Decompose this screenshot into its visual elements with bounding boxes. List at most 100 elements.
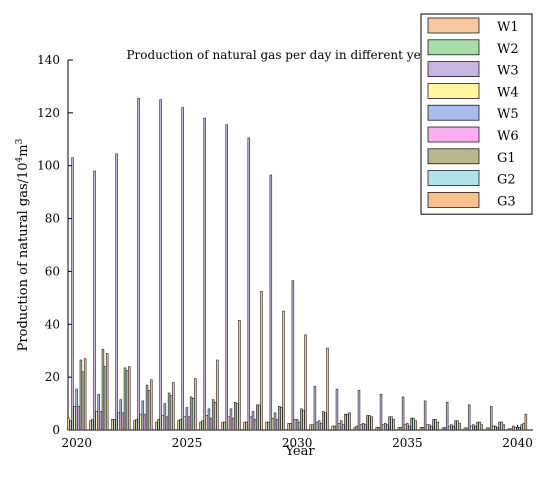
bar-w5 (339, 420, 343, 431)
bar-w4 (337, 423, 341, 431)
bar-g2 (81, 371, 85, 431)
bar-w1 (133, 420, 136, 431)
bar-w3 (490, 405, 493, 431)
bar-g3 (458, 423, 461, 431)
bar-w4 (95, 411, 98, 431)
bar-w2 (69, 420, 72, 431)
bar-w1 (265, 421, 268, 431)
bar-w2 (157, 419, 160, 431)
bar-w1 (221, 421, 224, 431)
bar-w5 (516, 427, 519, 431)
bar-g3 (348, 412, 351, 431)
bar-g2 (169, 395, 173, 431)
bar-g3 (105, 353, 109, 431)
bar-w6 (342, 424, 345, 431)
bar-g1 (233, 402, 237, 431)
bar-w3 (159, 99, 162, 431)
bar-g3 (260, 291, 263, 431)
bar-w5 (185, 407, 189, 431)
bar-w2 (509, 428, 513, 431)
bar-w3 (137, 98, 140, 431)
bar-g1 (410, 417, 413, 431)
bar-g1 (300, 408, 303, 431)
bar-g1 (432, 419, 435, 431)
bar-w3 (467, 404, 471, 431)
bar-g2 (456, 420, 459, 431)
legend-swatch-g3 (427, 192, 480, 208)
legend-label: G2 (497, 173, 516, 188)
bar-w2 (399, 427, 403, 431)
bar-w4 (315, 421, 319, 431)
bar-w4 (448, 425, 451, 431)
bar-w6 (386, 424, 389, 431)
x-tick-label: 2040 (502, 436, 533, 450)
bar-w3 (115, 153, 118, 431)
bar-g1 (79, 359, 83, 431)
bar-g1 (520, 424, 523, 431)
x-tick-label: 2020 (62, 436, 93, 450)
bar-w4 (161, 415, 164, 431)
bar-g2 (324, 412, 327, 431)
bar-w6 (452, 425, 455, 431)
bar-g2 (390, 416, 393, 431)
bar-w5 (141, 400, 145, 431)
bar-w1 (507, 428, 511, 431)
y-tick-label: 20 (45, 370, 60, 384)
bar-w6 (253, 419, 257, 431)
bar-g3 (414, 420, 417, 431)
bar-w1 (331, 425, 334, 431)
bar-w1 (111, 419, 114, 431)
y-axis-label-mid: m (16, 144, 31, 156)
bar-w5 (317, 420, 321, 431)
bar-w1 (309, 424, 312, 431)
legend-label: W2 (497, 42, 519, 57)
bar-w4 (249, 416, 253, 431)
bar-w4 (139, 413, 142, 431)
bar-w6 (121, 412, 125, 431)
bar-w1 (441, 427, 445, 431)
bar-w4 (403, 424, 407, 431)
bar-w3 (445, 402, 449, 431)
bar-w6 (165, 416, 169, 431)
bar-w5 (163, 403, 167, 431)
y-axis-label: Production of natural gas/104m3 (15, 138, 31, 351)
legend-label: W1 (497, 20, 519, 35)
bar-g2 (500, 421, 503, 431)
y-tick-label: 120 (37, 106, 60, 120)
bar-w3 (335, 388, 339, 431)
bar-g3 (480, 424, 484, 431)
bar-g2 (302, 409, 305, 431)
y-axis-label-main: Production of natural gas/10 (16, 162, 31, 351)
bar-g3 (150, 379, 153, 431)
bar-w5 (384, 423, 387, 431)
y-axis-label-sup2: 3 (15, 138, 25, 144)
bar-g1 (476, 421, 479, 431)
chart-title: Production of natural gas per day in dif… (126, 48, 433, 62)
bar-w1 (67, 417, 70, 431)
legend-swatch-w2 (427, 39, 480, 56)
bar-g1 (256, 404, 259, 431)
x-tick-label: 2030 (282, 436, 313, 450)
bar-w3 (269, 174, 273, 431)
bar-w1 (155, 421, 158, 431)
bar-w1 (177, 420, 180, 431)
legend-swatch-w6 (427, 126, 480, 143)
bar-w3 (225, 124, 228, 431)
bar-w3 (423, 400, 427, 431)
bar-g1 (322, 411, 325, 431)
bar-w2 (443, 427, 447, 431)
legend-swatch-w1 (427, 17, 480, 34)
legend-swatch-g1 (427, 148, 480, 165)
bar-w3 (379, 394, 383, 431)
bar-w2 (113, 419, 116, 431)
bar-w1 (485, 427, 489, 431)
x-tick-label: 2035 (392, 436, 423, 450)
bar-w2 (355, 425, 359, 431)
bar-g2 (280, 407, 283, 431)
bar-g1 (101, 349, 105, 431)
legend-label: G1 (497, 151, 516, 166)
bar-w5 (450, 424, 453, 431)
bar-g1 (211, 399, 215, 431)
bar-w3 (93, 170, 96, 431)
bar-g3 (304, 334, 307, 431)
